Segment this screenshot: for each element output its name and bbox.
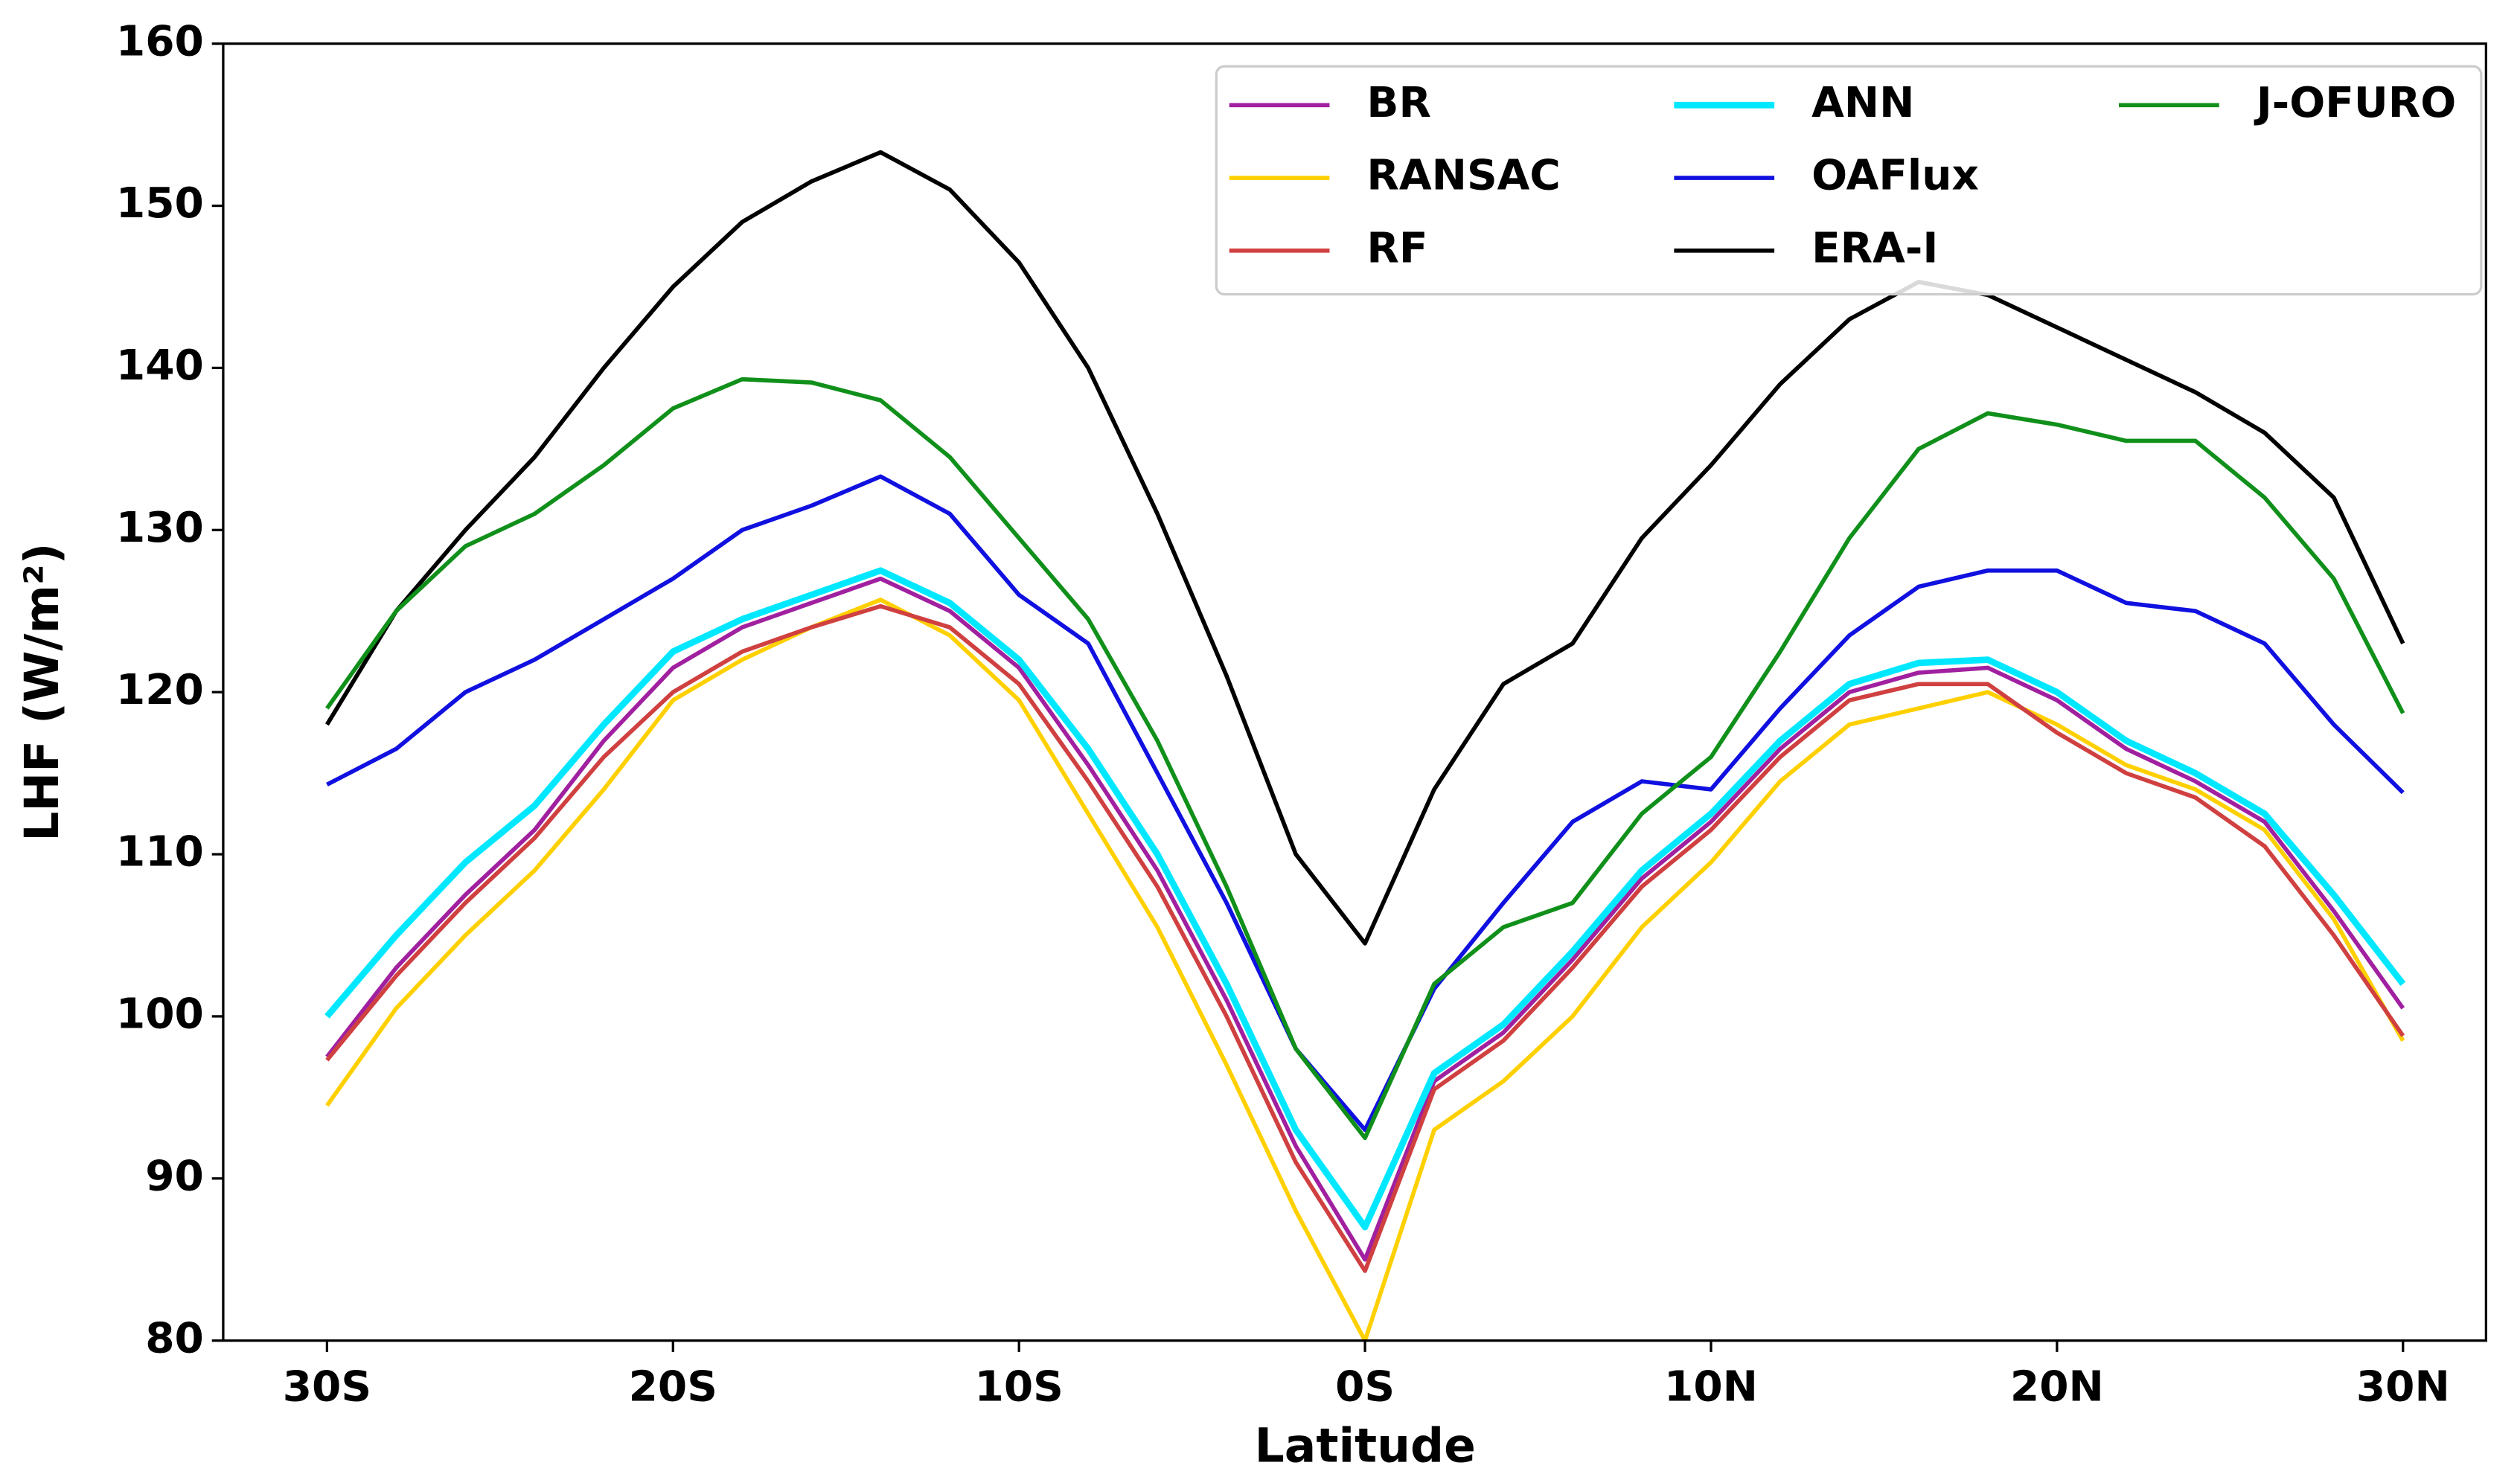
- x-tick-label: 30N: [2356, 1362, 2450, 1411]
- legend-label: RANSAC: [1366, 152, 1560, 200]
- legend-label: ANN: [1811, 79, 1914, 127]
- x-tick-label: 10S: [975, 1362, 1064, 1411]
- series-line: [325, 603, 2405, 1273]
- legend-label: J-OFURO: [2254, 79, 2457, 127]
- series-line: [325, 598, 2405, 1341]
- y-tick-label: 80: [145, 1314, 204, 1362]
- legend-label: RF: [1366, 224, 1427, 272]
- series-line: [324, 567, 2406, 1231]
- y-tick-label: 150: [116, 179, 204, 228]
- x-tick-label: 20N: [2010, 1362, 2104, 1411]
- y-axis-label: LHF (W/m²): [15, 543, 69, 842]
- y-tick-label: 140: [116, 342, 204, 390]
- y-tick-label: 120: [116, 666, 204, 714]
- plot-area: [324, 150, 2406, 1341]
- x-tick-label: 20S: [629, 1362, 717, 1411]
- series-line: [325, 576, 2405, 1262]
- legend-label: ERA-I: [1811, 224, 1938, 272]
- legend-label: OAFlux: [1811, 152, 1979, 200]
- series-line: [324, 150, 2405, 946]
- series-line: [326, 474, 2405, 1133]
- y-tick-label: 90: [145, 1152, 204, 1200]
- y-tick-label: 100: [116, 990, 204, 1039]
- x-tick-label: 30S: [283, 1362, 371, 1411]
- x-axis-label: Latitude: [1255, 1418, 1476, 1473]
- x-tick-label: 10N: [1664, 1362, 1758, 1411]
- series-line: [325, 377, 2405, 1141]
- x-tick-label: 0S: [1335, 1362, 1395, 1411]
- y-tick-label: 160: [116, 17, 204, 65]
- axes-frame: [222, 42, 2487, 1342]
- y-tick-label: 130: [116, 504, 204, 552]
- y-tick-label: 110: [116, 828, 204, 877]
- legend-label: BR: [1366, 79, 1431, 127]
- legend-box: [1215, 65, 2483, 296]
